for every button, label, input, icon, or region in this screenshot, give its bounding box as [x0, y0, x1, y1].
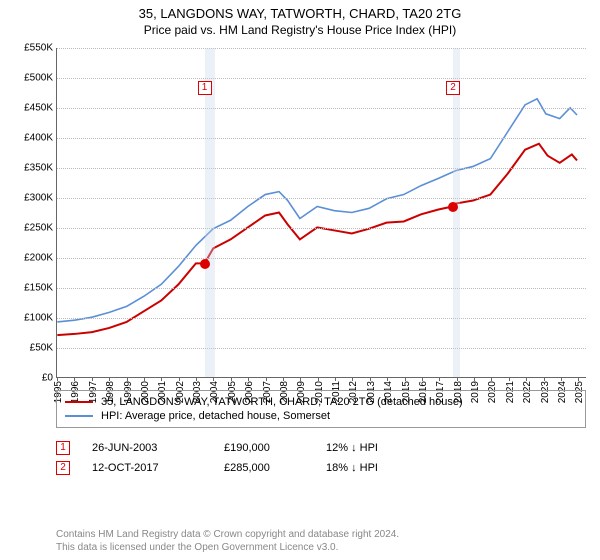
y-axis-label: £250K — [24, 223, 53, 234]
chart-container: 35, LANGDONS WAY, TATWORTH, CHARD, TA20 … — [0, 0, 600, 560]
legend: 35, LANGDONS WAY, TATWORTH, CHARD, TA20 … — [56, 390, 586, 428]
sale-row: 1 26-JUN-2003 £190,000 12% ↓ HPI — [56, 438, 586, 458]
sale-period-band — [205, 48, 215, 377]
sale-hpi-diff: 18% ↓ HPI — [326, 462, 436, 474]
sale-period-band — [453, 48, 460, 377]
legend-label: 35, LANGDONS WAY, TATWORTH, CHARD, TA20 … — [101, 396, 463, 408]
footer-line-1: Contains HM Land Registry data © Crown c… — [56, 528, 399, 541]
footer-line-2: This data is licensed under the Open Gov… — [56, 541, 399, 554]
y-axis-label: £150K — [24, 283, 53, 294]
sale-badge: 1 — [56, 441, 70, 455]
sale-marker-dot — [448, 202, 458, 212]
sale-price: £285,000 — [224, 462, 304, 474]
y-axis-label: £200K — [24, 253, 53, 264]
chart-lines — [57, 48, 586, 377]
sale-badge: 2 — [56, 461, 70, 475]
legend-label: HPI: Average price, detached house, Some… — [101, 410, 330, 422]
chart-subtitle: Price paid vs. HM Land Registry's House … — [0, 23, 600, 41]
y-axis-label: £500K — [24, 73, 53, 84]
y-axis-label: £350K — [24, 163, 53, 174]
legend-item: HPI: Average price, detached house, Some… — [65, 409, 577, 423]
legend-swatch — [65, 415, 93, 417]
footer-text: Contains HM Land Registry data © Crown c… — [56, 528, 399, 554]
y-axis-label: £0 — [42, 373, 53, 384]
y-axis-label: £50K — [30, 343, 53, 354]
sale-marker-label: 1 — [198, 81, 212, 95]
sale-marker-dot — [200, 259, 210, 269]
sale-row: 2 12-OCT-2017 £285,000 18% ↓ HPI — [56, 458, 586, 478]
sales-table: 1 26-JUN-2003 £190,000 12% ↓ HPI 2 12-OCT-201… — [56, 438, 586, 478]
series-property — [57, 144, 577, 335]
y-axis-label: £550K — [24, 43, 53, 54]
chart-title: 35, LANGDONS WAY, TATWORTH, CHARD, TA20 … — [0, 0, 600, 23]
sale-date: 12-OCT-2017 — [92, 462, 202, 474]
sale-marker-label: 2 — [446, 81, 460, 95]
sale-hpi-diff: 12% ↓ HPI — [326, 442, 436, 454]
y-axis-label: £400K — [24, 133, 53, 144]
legend-swatch — [65, 401, 93, 403]
sale-price: £190,000 — [224, 442, 304, 454]
chart-plot-area: £0£50K£100K£150K£200K£250K£300K£350K£400… — [56, 48, 586, 378]
y-axis-label: £100K — [24, 313, 53, 324]
y-axis-label: £450K — [24, 103, 53, 114]
sale-date: 26-JUN-2003 — [92, 442, 202, 454]
legend-item: 35, LANGDONS WAY, TATWORTH, CHARD, TA20 … — [65, 395, 577, 409]
y-axis-label: £300K — [24, 193, 53, 204]
